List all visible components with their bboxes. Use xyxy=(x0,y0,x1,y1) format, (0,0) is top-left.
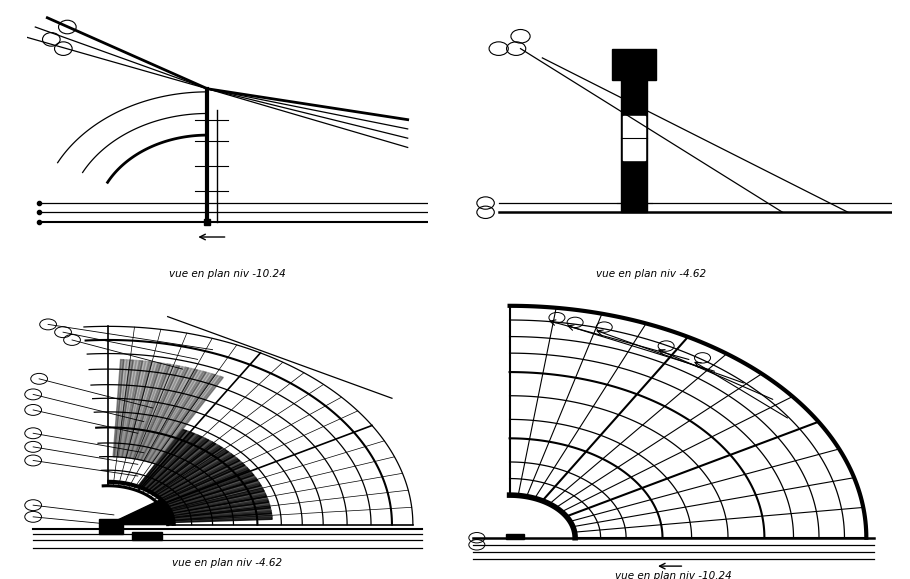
Polygon shape xyxy=(134,364,174,459)
Polygon shape xyxy=(163,466,248,502)
Polygon shape xyxy=(167,478,258,507)
Polygon shape xyxy=(612,49,656,79)
Polygon shape xyxy=(154,448,225,494)
Polygon shape xyxy=(149,373,212,463)
Polygon shape xyxy=(146,437,205,490)
Polygon shape xyxy=(118,360,136,457)
Polygon shape xyxy=(137,366,183,460)
Polygon shape xyxy=(130,363,164,458)
Polygon shape xyxy=(121,361,143,457)
Polygon shape xyxy=(158,456,237,498)
Polygon shape xyxy=(621,64,647,212)
Polygon shape xyxy=(141,432,194,488)
Polygon shape xyxy=(135,365,177,459)
Polygon shape xyxy=(160,460,242,500)
Polygon shape xyxy=(142,434,197,489)
Polygon shape xyxy=(138,367,186,460)
Polygon shape xyxy=(144,369,197,461)
Polygon shape xyxy=(173,508,271,519)
Polygon shape xyxy=(115,360,126,457)
Polygon shape xyxy=(172,499,268,516)
Polygon shape xyxy=(117,360,133,457)
Polygon shape xyxy=(155,376,223,464)
Polygon shape xyxy=(171,494,267,514)
Polygon shape xyxy=(132,533,162,540)
Polygon shape xyxy=(155,450,228,496)
Polygon shape xyxy=(623,116,645,160)
Polygon shape xyxy=(506,534,524,539)
Polygon shape xyxy=(168,483,261,509)
Polygon shape xyxy=(122,361,146,457)
Polygon shape xyxy=(136,365,179,459)
Polygon shape xyxy=(151,374,215,463)
Polygon shape xyxy=(169,486,263,510)
Polygon shape xyxy=(131,364,167,459)
Polygon shape xyxy=(172,502,269,517)
Polygon shape xyxy=(147,372,207,462)
Polygon shape xyxy=(152,375,217,463)
Polygon shape xyxy=(170,491,266,512)
Text: vue en plan niv -4.62: vue en plan niv -4.62 xyxy=(172,559,283,569)
Polygon shape xyxy=(159,459,239,499)
Polygon shape xyxy=(124,361,148,457)
Polygon shape xyxy=(139,431,190,488)
Polygon shape xyxy=(156,452,231,496)
Polygon shape xyxy=(165,470,252,504)
Polygon shape xyxy=(119,361,139,457)
Polygon shape xyxy=(144,435,201,489)
Polygon shape xyxy=(147,438,208,491)
Polygon shape xyxy=(153,376,220,464)
Polygon shape xyxy=(140,367,188,460)
Polygon shape xyxy=(145,370,200,461)
Polygon shape xyxy=(125,361,152,457)
Polygon shape xyxy=(148,440,212,492)
Polygon shape xyxy=(173,511,271,520)
Polygon shape xyxy=(137,430,187,487)
Polygon shape xyxy=(128,362,161,458)
Polygon shape xyxy=(174,516,272,522)
Polygon shape xyxy=(166,472,254,505)
Polygon shape xyxy=(171,497,268,515)
Polygon shape xyxy=(167,475,256,506)
Polygon shape xyxy=(173,505,270,518)
Polygon shape xyxy=(170,488,264,511)
Polygon shape xyxy=(142,369,195,461)
Polygon shape xyxy=(152,446,222,494)
Polygon shape xyxy=(146,371,203,461)
Polygon shape xyxy=(141,368,191,460)
Polygon shape xyxy=(116,500,174,525)
Polygon shape xyxy=(116,360,130,457)
Text: vue en plan niv -4.62: vue en plan niv -4.62 xyxy=(596,269,707,279)
Text: vue en plan niv -10.24: vue en plan niv -10.24 xyxy=(615,571,732,579)
Polygon shape xyxy=(157,454,234,497)
Polygon shape xyxy=(164,468,249,503)
Text: vue en plan niv -10.24: vue en plan niv -10.24 xyxy=(169,269,286,279)
Polygon shape xyxy=(126,362,155,458)
Polygon shape xyxy=(151,444,218,493)
Polygon shape xyxy=(113,360,124,457)
Polygon shape xyxy=(149,442,216,492)
Polygon shape xyxy=(173,514,272,521)
Polygon shape xyxy=(162,463,245,501)
Polygon shape xyxy=(148,372,209,462)
Polygon shape xyxy=(99,519,123,534)
Polygon shape xyxy=(132,364,170,459)
Polygon shape xyxy=(167,481,259,508)
Polygon shape xyxy=(127,362,158,458)
